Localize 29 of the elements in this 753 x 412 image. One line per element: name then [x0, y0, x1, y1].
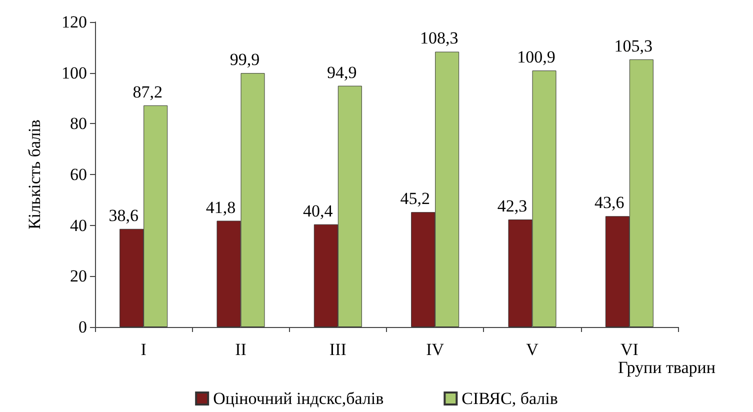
x-axis-title: Групи тварин [618, 358, 716, 377]
data-label: 43,6 [594, 193, 624, 212]
data-label: 87,2 [132, 82, 162, 102]
y-tick-label: 80 [70, 114, 87, 134]
y-tick-label: 120 [62, 12, 87, 32]
data-label: 105,3 [614, 36, 653, 56]
y-tick-label: 100 [62, 63, 87, 82]
x-tick-label: IV [426, 340, 445, 359]
y-axis-title: Кількість балів [25, 120, 44, 230]
data-label: 40,4 [303, 201, 334, 220]
y-tick-label: 60 [70, 165, 87, 184]
data-label: 45,2 [400, 189, 430, 208]
y-tick-label: 0 [78, 318, 87, 336]
data-label: 108,3 [420, 28, 458, 48]
legend-label: СІВЯС, балів [462, 389, 558, 408]
legend-label: Оціночний індскс,балів [213, 389, 384, 408]
x-tick-label: V [526, 340, 540, 359]
x-tick-label: VI [620, 340, 639, 359]
y-tick-label: 40 [70, 216, 87, 235]
x-tick-label: II [235, 340, 247, 359]
data-label: 99,9 [230, 50, 260, 70]
data-label: 100,9 [517, 48, 556, 67]
data-label: 42,3 [497, 196, 528, 216]
x-tick-label: I [140, 340, 147, 359]
data-label: 94,9 [327, 62, 357, 82]
data-label: 41,8 [206, 198, 236, 217]
data-label: 38,6 [108, 206, 138, 225]
x-tick-label: III [329, 340, 347, 359]
y-tick-label: 20 [70, 266, 87, 286]
